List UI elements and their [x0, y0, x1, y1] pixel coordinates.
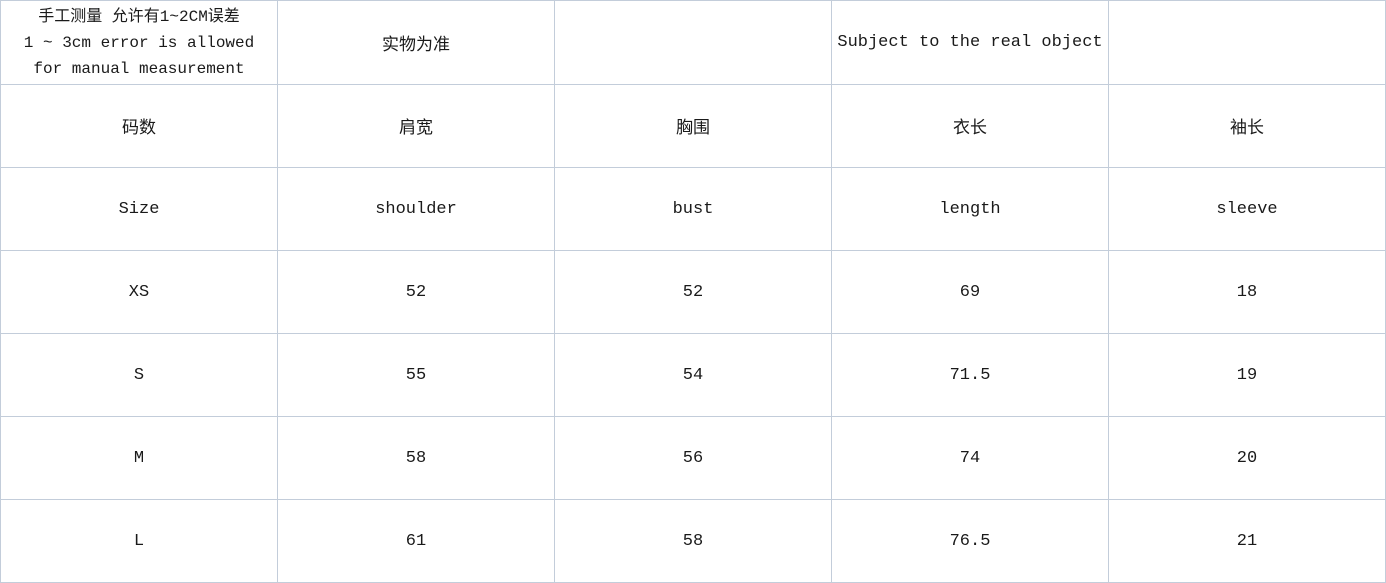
sleeve-cell: 21: [1108, 499, 1386, 583]
shoulder-cell: 61: [277, 499, 555, 583]
header-length-zh: 衣长: [831, 84, 1109, 168]
shoulder-cell: 55: [277, 333, 555, 417]
header-row-zh: 码数 肩宽 胸围 衣长 袖长: [0, 84, 1386, 168]
measurement-note-cell: 手工测量 允许有1~2CM误差 1 ~ 3cm error is allowed…: [0, 0, 278, 85]
length-cell: 69: [831, 250, 1109, 334]
header-bust-zh: 胸围: [554, 84, 832, 168]
actual-object-en-cell: Subject to the real object: [831, 0, 1109, 85]
measurement-note: 手工测量 允许有1~2CM误差 1 ~ 3cm error is allowed…: [2, 4, 277, 82]
measurement-note-line-zh: 手工测量 允许有1~2CM误差: [38, 7, 240, 26]
empty-note-cell: [1108, 0, 1386, 85]
table-row-xs: XS 52 52 69 18: [0, 250, 1386, 334]
actual-object-zh-cell: 实物为准: [277, 0, 555, 85]
sleeve-cell: 18: [1108, 250, 1386, 334]
size-cell: XS: [0, 250, 278, 334]
header-shoulder-zh: 肩宽: [277, 84, 555, 168]
header-sleeve-zh: 袖长: [1108, 84, 1386, 168]
bust-cell: 58: [554, 499, 832, 583]
header-bust-en: bust: [554, 167, 832, 251]
size-cell: L: [0, 499, 278, 583]
sleeve-cell: 20: [1108, 416, 1386, 500]
note-row: 手工测量 允许有1~2CM误差 1 ~ 3cm error is allowed…: [0, 0, 1386, 85]
header-sleeve-en: sleeve: [1108, 167, 1386, 251]
length-cell: 74: [831, 416, 1109, 500]
header-length-en: length: [831, 167, 1109, 251]
sleeve-cell: 19: [1108, 333, 1386, 417]
measurement-note-line-en2: for manual measurement: [33, 59, 245, 78]
size-cell: M: [0, 416, 278, 500]
length-cell: 71.5: [831, 333, 1109, 417]
bust-cell: 56: [554, 416, 832, 500]
size-cell: S: [0, 333, 278, 417]
bust-cell: 54: [554, 333, 832, 417]
table-row-l: L 61 58 76.5 21: [0, 499, 1386, 583]
shoulder-cell: 52: [277, 250, 555, 334]
table-row-s: S 55 54 71.5 19: [0, 333, 1386, 417]
length-cell: 76.5: [831, 499, 1109, 583]
header-size-en: Size: [0, 167, 278, 251]
empty-note-cell: [554, 0, 832, 85]
measurement-note-line-en1: 1 ~ 3cm error is allowed: [23, 33, 255, 52]
header-shoulder-en: shoulder: [277, 167, 555, 251]
shoulder-cell: 58: [277, 416, 555, 500]
table-row-m: M 58 56 74 20: [0, 416, 1386, 500]
header-size-zh: 码数: [0, 84, 278, 168]
header-row-en: Size shoulder bust length sleeve: [0, 167, 1386, 251]
bust-cell: 52: [554, 250, 832, 334]
